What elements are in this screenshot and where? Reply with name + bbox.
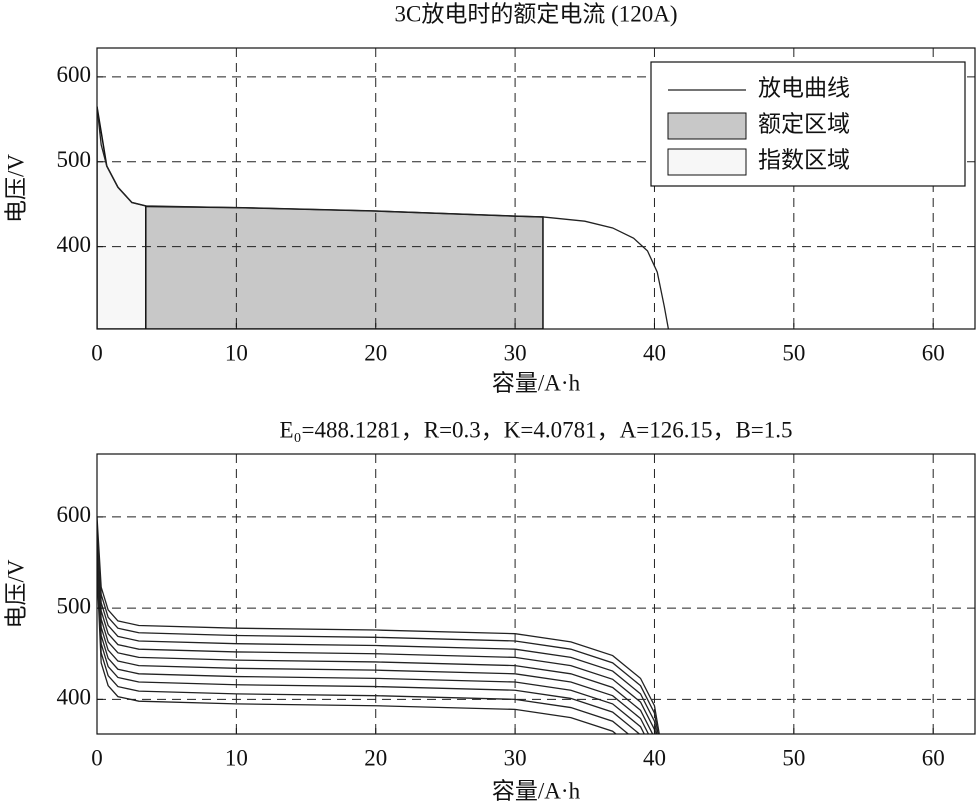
x-tick-label: 20 [364,340,387,365]
y-axis-label: 电压/V [3,154,28,223]
y-tick-label: 400 [57,232,92,257]
x-tick-label: 10 [225,340,248,365]
y-tick-label: 500 [57,147,92,172]
subplot: 3C放电时的额定电流 (120A) 容量/A·h 电压/V 0 10 20 30 40 50 60… [3,1,976,395]
x-tick-label: 0 [91,745,103,770]
subplot: E₀=488.1281，R=0.3，K=4.0781，A=126.15，B=1.… [3,417,976,803]
legend-swatch [667,148,747,176]
y-tick-label: 600 [57,502,92,527]
y-axis-label: 电压/V [3,559,28,628]
y-tick-label: 400 [57,685,92,710]
legend-swatch [667,112,747,140]
plot [97,106,670,329]
x-tick-label: 40 [643,745,666,770]
x-tick-label: 20 [364,745,387,770]
line [97,548,654,734]
chart-title: 3C放电时的额定电流 (120A) [394,1,677,26]
x-tick-label: 0 [91,340,103,365]
x-tick-label: 60 [922,340,945,365]
line [97,571,618,734]
plot-frame [96,453,976,735]
x-tick-label: 40 [643,340,666,365]
plot-frame [96,47,976,330]
legend-label: 放电曲线 [758,75,850,100]
legend-label: 指数区域 [758,147,850,172]
x-axis-label: 容量/A·h [492,370,581,395]
line [97,557,645,734]
area [97,205,544,329]
legend-label: 额定区域 [758,111,850,136]
x-tick-label: 50 [782,340,805,365]
chart-title: E₀=488.1281，R=0.3，K=4.0781，A=126.15，B=1.… [279,417,792,442]
y-tick-label: 500 [57,593,92,618]
y-tick-label: 600 [57,62,92,87]
x-tick-label: 10 [225,745,248,770]
x-axis-label: 容量/A·h [492,778,581,803]
x-tick-label: 30 [504,340,527,365]
x-tick-label: 60 [922,745,945,770]
line [97,535,658,734]
line [97,516,660,734]
plot-area [97,454,975,734]
x-tick-label: 30 [504,745,527,770]
x-tick-label: 50 [782,745,805,770]
